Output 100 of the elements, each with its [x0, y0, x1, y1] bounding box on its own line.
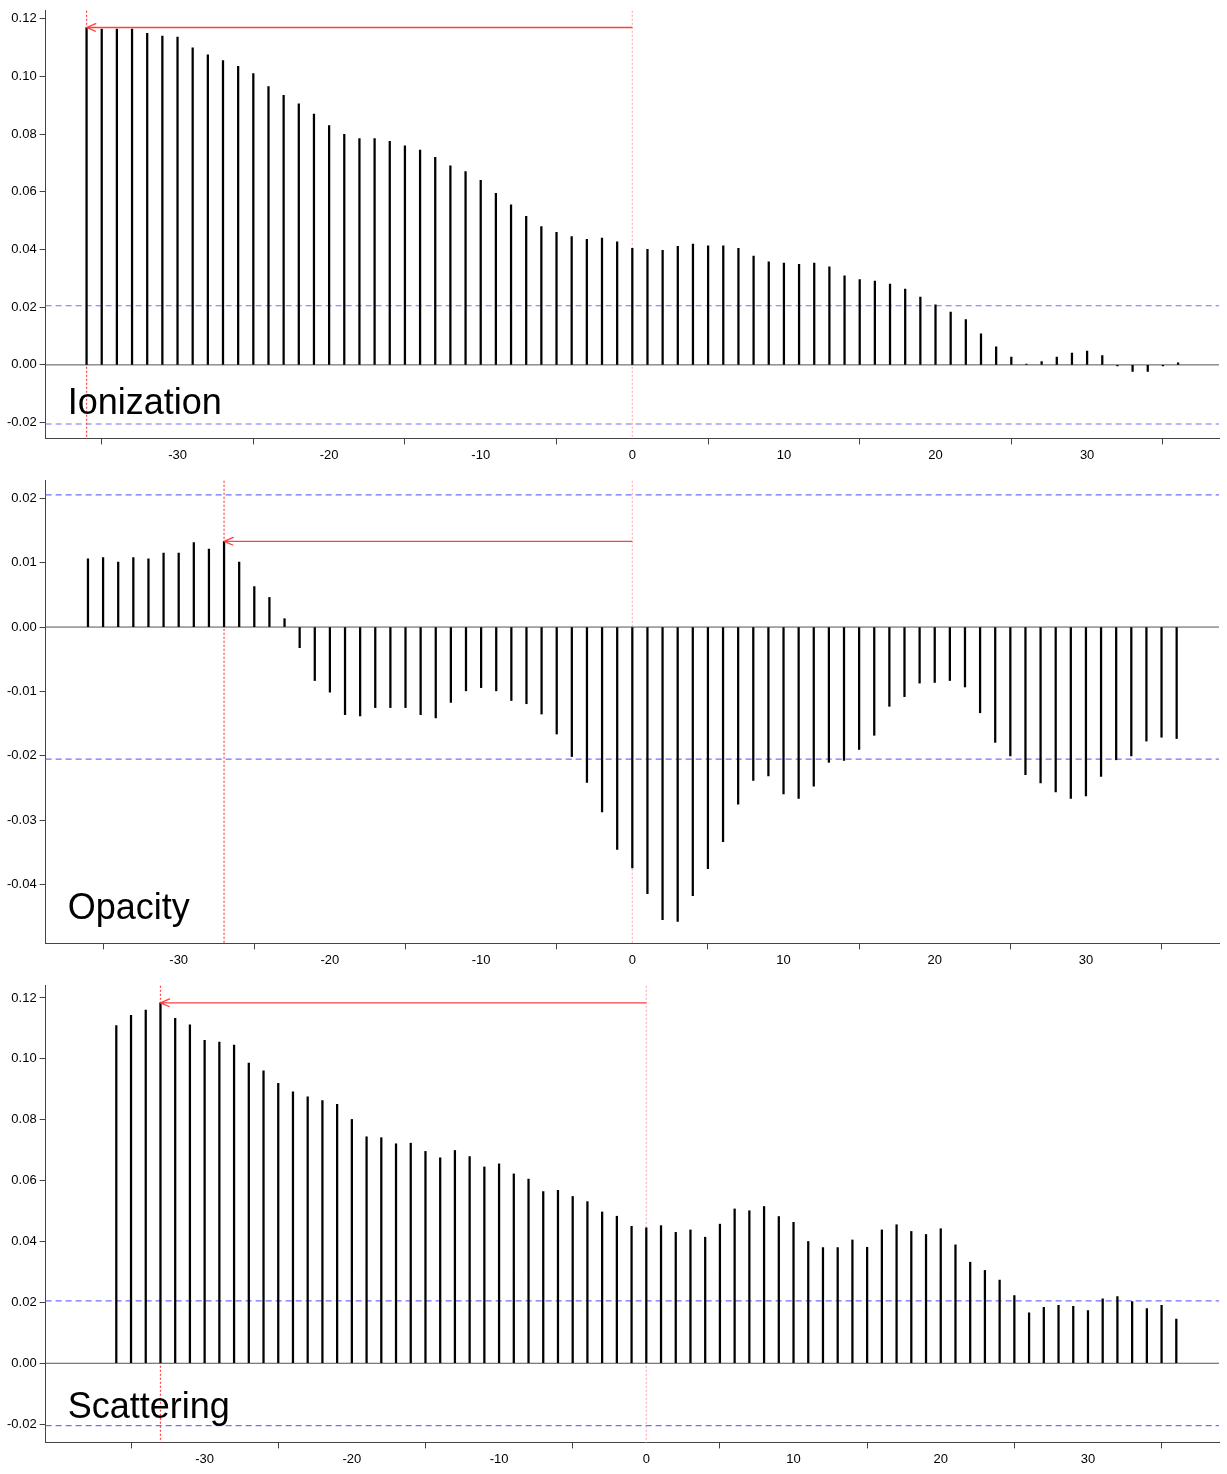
bar	[689, 1229, 692, 1364]
bar	[389, 627, 392, 708]
y-tick-label: -0.02	[6, 747, 37, 763]
y-tick-label: 0.04	[11, 241, 37, 257]
bar	[661, 627, 664, 920]
bar	[267, 86, 270, 365]
annotation: Ionization	[67, 381, 222, 423]
annotation: Scattering	[67, 1385, 230, 1427]
y-tick-label: 0.08	[11, 125, 37, 141]
bar	[843, 275, 846, 365]
bar	[162, 552, 165, 627]
y-tick-label: -0.03	[6, 811, 37, 827]
bar	[1057, 1305, 1060, 1364]
annotation: Opacity	[67, 886, 190, 928]
y-tick-label: 0.00	[11, 618, 37, 634]
bar	[85, 27, 88, 365]
y-tick-label: 0.06	[11, 183, 37, 199]
bar	[373, 138, 376, 365]
x-tick-label: 0	[642, 1450, 650, 1466]
bar	[262, 1070, 265, 1364]
bar	[737, 248, 740, 365]
bar	[1160, 627, 1163, 738]
x-tick-label: 20	[927, 951, 942, 967]
x-tick-label: -30	[169, 951, 189, 967]
bar	[1101, 355, 1104, 365]
y-tick-label: 0.02	[11, 489, 37, 505]
y-tick-label: -0.01	[6, 683, 37, 699]
bar	[321, 1100, 324, 1364]
y-tick-label: 0.10	[11, 1050, 37, 1066]
x-tick-label: 10	[776, 446, 792, 462]
bar	[792, 1221, 795, 1364]
x-tick-label: 0	[628, 446, 636, 462]
bar	[540, 627, 543, 715]
x-tick-label: 0	[628, 951, 636, 967]
bar	[1116, 1296, 1119, 1364]
x-tick-label: 30	[1080, 1450, 1096, 1466]
bar	[419, 627, 422, 716]
bar	[1145, 627, 1148, 742]
bar	[895, 1224, 898, 1364]
bar	[464, 171, 467, 365]
bar	[1040, 361, 1043, 365]
bar	[782, 627, 785, 795]
bar	[1024, 627, 1027, 775]
y-tick-label: 0.00	[11, 1354, 37, 1370]
bar	[979, 333, 983, 365]
x-tick-label: 20	[928, 446, 943, 462]
y-tick-label: 0.12	[11, 10, 37, 26]
bar	[283, 618, 286, 627]
x-tick-label: -30	[195, 1450, 215, 1466]
bar	[1146, 365, 1149, 372]
bar	[752, 255, 755, 365]
x-tick-label: 30	[1078, 951, 1094, 967]
bar	[828, 266, 831, 365]
y-tick-label: 0.12	[11, 989, 37, 1005]
x-tick-label: 30	[1079, 446, 1095, 462]
bar	[159, 1002, 162, 1364]
y-tick-label: 0.01	[11, 554, 37, 570]
x-tick-label: -10	[471, 951, 491, 967]
x-tick-label: -20	[342, 1450, 362, 1466]
x-tick-label: 20	[933, 1450, 948, 1466]
bar	[630, 1225, 633, 1364]
bar	[954, 1244, 957, 1364]
y-tick-label: 0.08	[11, 1111, 37, 1127]
x-tick-label: 10	[776, 951, 791, 967]
bar	[358, 138, 361, 365]
bar	[1039, 627, 1042, 784]
bar	[525, 627, 528, 705]
bar	[1160, 1305, 1163, 1364]
x-tick-label: -10	[489, 1450, 509, 1466]
bar	[176, 36, 179, 365]
bar	[646, 248, 649, 365]
bar	[555, 231, 558, 365]
bar	[449, 165, 452, 365]
y-tick-label: -0.02	[6, 414, 37, 430]
bar	[404, 627, 407, 708]
bar	[268, 597, 271, 627]
bar	[903, 627, 906, 697]
y-tick-label: 0.00	[11, 356, 37, 372]
bar	[424, 1151, 427, 1364]
y-tick-label: 0.02	[11, 298, 37, 314]
x-tick-label: -20	[319, 446, 339, 462]
bar	[586, 1201, 589, 1364]
y-tick-label: -0.04	[6, 876, 37, 892]
y-tick-label: -0.02	[6, 1415, 37, 1431]
bar	[646, 627, 649, 895]
x-tick-label: -30	[168, 446, 187, 462]
bar	[767, 627, 770, 777]
bar	[934, 304, 937, 365]
bar	[851, 1239, 854, 1364]
bar	[918, 627, 921, 684]
x-tick-label: -10	[471, 446, 491, 462]
bar	[147, 558, 150, 627]
bar	[527, 1178, 530, 1364]
bar	[365, 1136, 368, 1364]
bar	[995, 346, 998, 365]
y-tick-label: 0.02	[11, 1293, 37, 1309]
y-tick-label: 0.06	[11, 1172, 37, 1188]
y-tick-label: 0.10	[11, 68, 37, 84]
x-tick-label: 10	[786, 1450, 801, 1466]
bar	[1131, 365, 1134, 372]
